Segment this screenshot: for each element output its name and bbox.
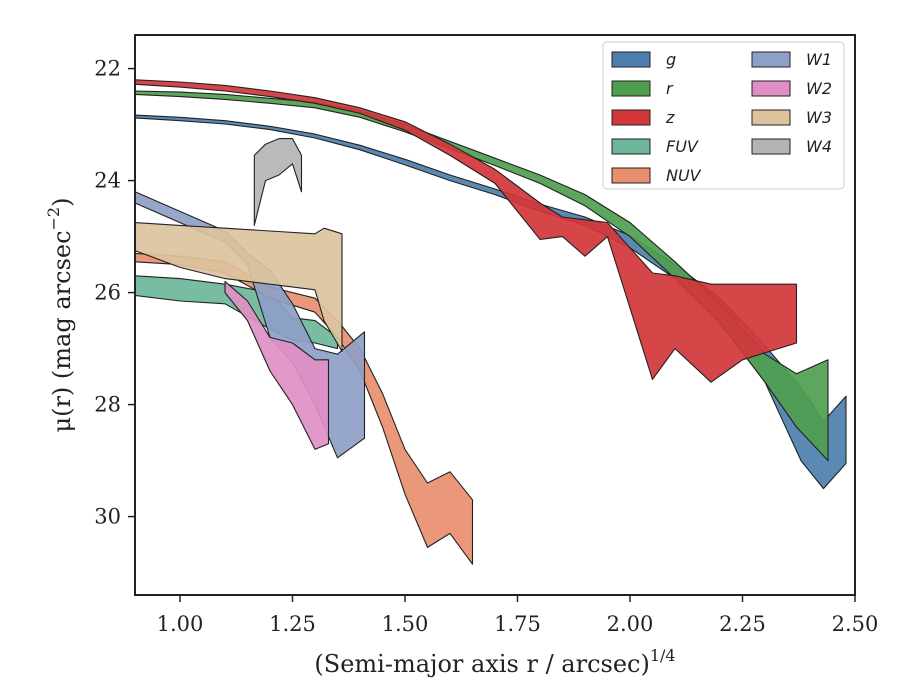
series-band-w4	[253, 138, 303, 226]
legend-label-fuv: FUV	[666, 137, 699, 156]
plot-frame	[134, 34, 856, 596]
x-tick-label: 1.50	[382, 612, 429, 636]
legend-swatch-fuv	[611, 138, 651, 155]
x-tick-label: 2.50	[832, 612, 879, 636]
legend-label-g: g	[666, 50, 676, 69]
series-bands	[134, 79, 847, 565]
series-band-w2	[224, 280, 330, 450]
legend-swatch-w4	[751, 138, 791, 155]
x-tick-label: 2.25	[719, 612, 766, 636]
legend-label-w1: W1	[806, 50, 832, 69]
legend-swatch-w1	[751, 51, 791, 68]
y-tick-label: 26	[94, 281, 121, 305]
y-axis-ticks: 22 24 26 28 30	[94, 57, 135, 529]
y-tick-label: 24	[94, 169, 121, 193]
legend-label-r: r	[666, 79, 674, 98]
x-tick-label: 2.00	[607, 612, 654, 636]
y-tick-label: 28	[94, 393, 121, 417]
legend-label-w3: W3	[806, 108, 832, 127]
legend: grz FUV NUV W1 W2 W3 W4	[602, 41, 845, 190]
legend-swatch-w3	[751, 109, 791, 126]
x-tick-label: 1.75	[494, 612, 541, 636]
legend-label-nuv: NUV	[666, 166, 702, 185]
legend-label-z: z	[665, 108, 675, 127]
series-band-w3	[134, 222, 343, 352]
x-axis-label: (Semi-major axis r / arcsec)1/4	[314, 646, 675, 678]
x-axis-ticks: 1.00 1.25 1.50 1.75 2.00 2.25 2.50	[157, 595, 879, 636]
legend-label-w4: W4	[806, 137, 832, 156]
legend-swatch-z	[611, 109, 651, 126]
x-tick-label: 1.00	[157, 612, 204, 636]
legend-swatch-w2	[751, 80, 791, 97]
y-tick-label: 22	[94, 57, 121, 81]
y-tick-label: 30	[94, 505, 121, 529]
legend-swatch-nuv	[611, 167, 651, 184]
legend-label-w2: W2	[806, 79, 832, 98]
series-band-z	[134, 79, 798, 383]
y-axis-label: μ(r) (mag arcsec−2)	[44, 198, 76, 433]
legend-swatch-r	[611, 80, 651, 97]
x-tick-label: 1.25	[269, 612, 316, 636]
legend-swatch-g	[611, 51, 651, 68]
